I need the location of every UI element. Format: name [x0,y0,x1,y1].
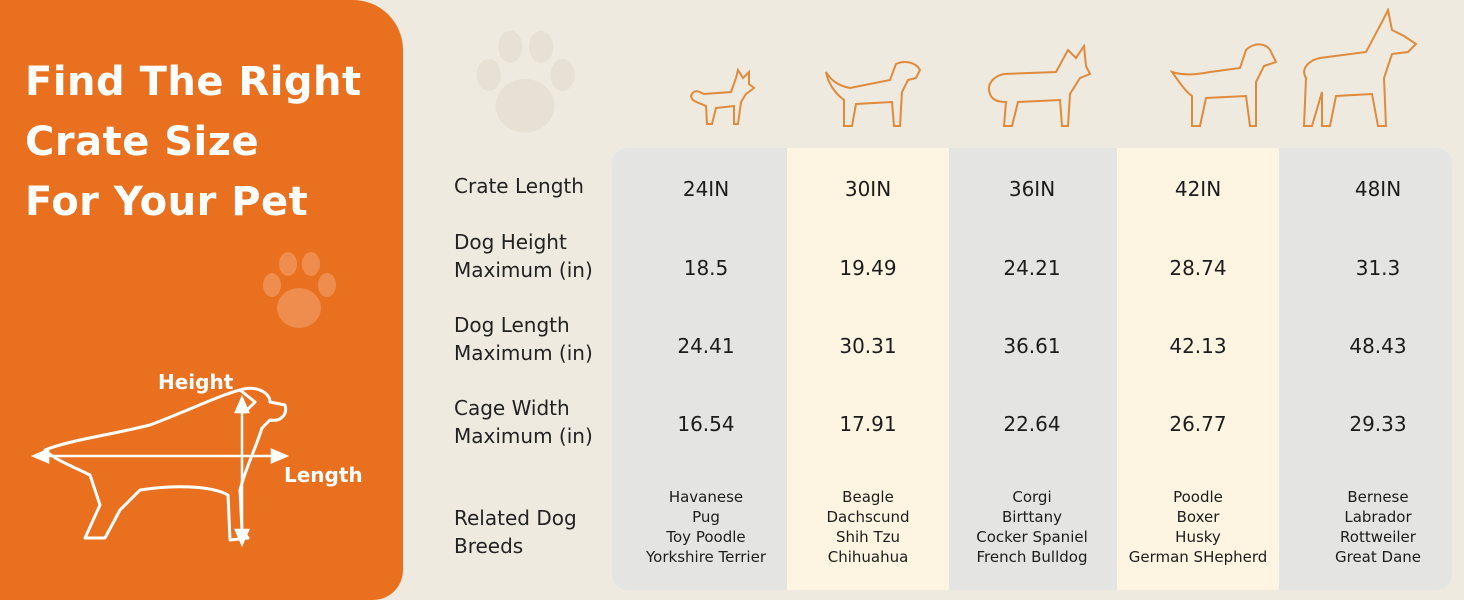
page-title: Find The Right Crate Size For Your Pet [25,52,362,232]
label-line: Crate Length [454,174,584,198]
breed-name: Havanese [668,488,744,506]
breed-name: Corgi [1012,488,1052,506]
breed-name: Chihuahua [827,548,909,566]
breed-name: Pug [692,508,720,526]
cell-dog-height: 28.74 [1169,256,1227,280]
breed-name: Boxer [1176,508,1220,526]
label-line: Cage Width [454,396,570,420]
small-dog-icon [689,67,756,125]
label-line: Breeds [454,534,524,558]
cell-dog-length: 48.43 [1349,334,1407,358]
breed-name: French Bulldog [976,548,1088,566]
medium-dog-icon [825,61,922,127]
label-line: Dog Height [454,230,567,254]
breed-name: Cocker Spaniel [976,528,1088,546]
cell-dog-length: 36.61 [1003,334,1061,358]
label-line: Maximum (in) [454,341,593,365]
breed-name: Rottweiler [1340,528,1416,546]
cell-breeds: Corgi Birttany Cocker Spaniel French Bulldo… [947,487,1117,567]
title-line: Find The Right [25,59,362,105]
breed-name: Yorkshire Terrier [646,548,766,566]
label-line: Maximum (in) [454,258,593,282]
row-label-dog-length: Dog Length Maximum (in) [454,311,593,367]
cell-breeds: Havanese Pug Toy Poodle Yorkshire Terrier [621,487,791,567]
label-line: Dog Length [454,313,570,337]
label-line: Maximum (in) [454,424,593,448]
cell-crate-length: 36IN [1008,177,1056,201]
breed-name: Birttany [1002,508,1062,526]
breed-name: Labrador [1344,508,1412,526]
cell-breeds: Bernese Labrador Rottweiler Great Dane [1293,487,1463,567]
cell-cage-width: 16.54 [677,412,735,436]
breed-name: Beagle [842,488,894,506]
orange-panel [0,0,403,600]
breed-name: Toy Poodle [666,528,746,546]
breed-name: Dachscund [826,508,910,526]
dog-measurement-diagram [30,386,290,548]
cell-dog-height: 19.49 [839,256,897,280]
height-label: Height [158,370,234,394]
cell-crate-length: 30IN [844,177,892,201]
breed-name: Husky [1175,528,1221,546]
cell-cage-width: 17.91 [839,412,897,436]
title-line: For Your Pet [25,179,309,225]
breed-name: Great Dane [1334,548,1421,566]
column-30in [787,148,949,590]
medium-large-dog-icon [988,44,1092,127]
cell-breeds: Beagle Dachscund Shih Tzu Chihuahua [783,487,953,567]
large-dog-icon [1170,43,1278,127]
breed-name: Bernese [1347,488,1409,506]
cell-crate-length: 42IN [1174,177,1222,201]
crate-size-table [612,148,1452,590]
breed-name: Shih Tzu [835,528,900,546]
paw-icon [476,30,575,133]
row-label-cage-width: Cage Width Maximum (in) [454,394,593,450]
cell-crate-length: 48IN [1354,177,1402,201]
cell-cage-width: 22.64 [1003,412,1061,436]
breed-name: German SHepherd [1128,548,1268,566]
label-line: Related Dog [454,506,577,530]
paw-icon [263,252,336,328]
cell-dog-height: 31.3 [1355,256,1401,280]
length-label: Length [284,463,363,487]
breed-name: Poodle [1173,488,1223,506]
cell-dog-height: 24.21 [1003,256,1061,280]
row-label-crate-length: Crate Length [454,172,584,200]
cell-cage-width: 26.77 [1169,412,1227,436]
title-line: Crate Size [25,119,260,165]
cell-dog-length: 42.13 [1169,334,1227,358]
cell-breeds: Poodle Boxer Husky German SHepherd [1113,487,1283,567]
cell-dog-height: 18.5 [683,256,729,280]
row-label-breeds: Related Dog Breeds [454,504,577,560]
giant-dog-icon [1302,8,1418,127]
cell-dog-length: 30.31 [839,334,897,358]
row-label-dog-height: Dog Height Maximum (in) [454,228,593,284]
cell-cage-width: 29.33 [1349,412,1407,436]
cell-dog-length: 24.41 [677,334,735,358]
column-42in [1117,148,1279,590]
cell-crate-length: 24IN [682,177,730,201]
